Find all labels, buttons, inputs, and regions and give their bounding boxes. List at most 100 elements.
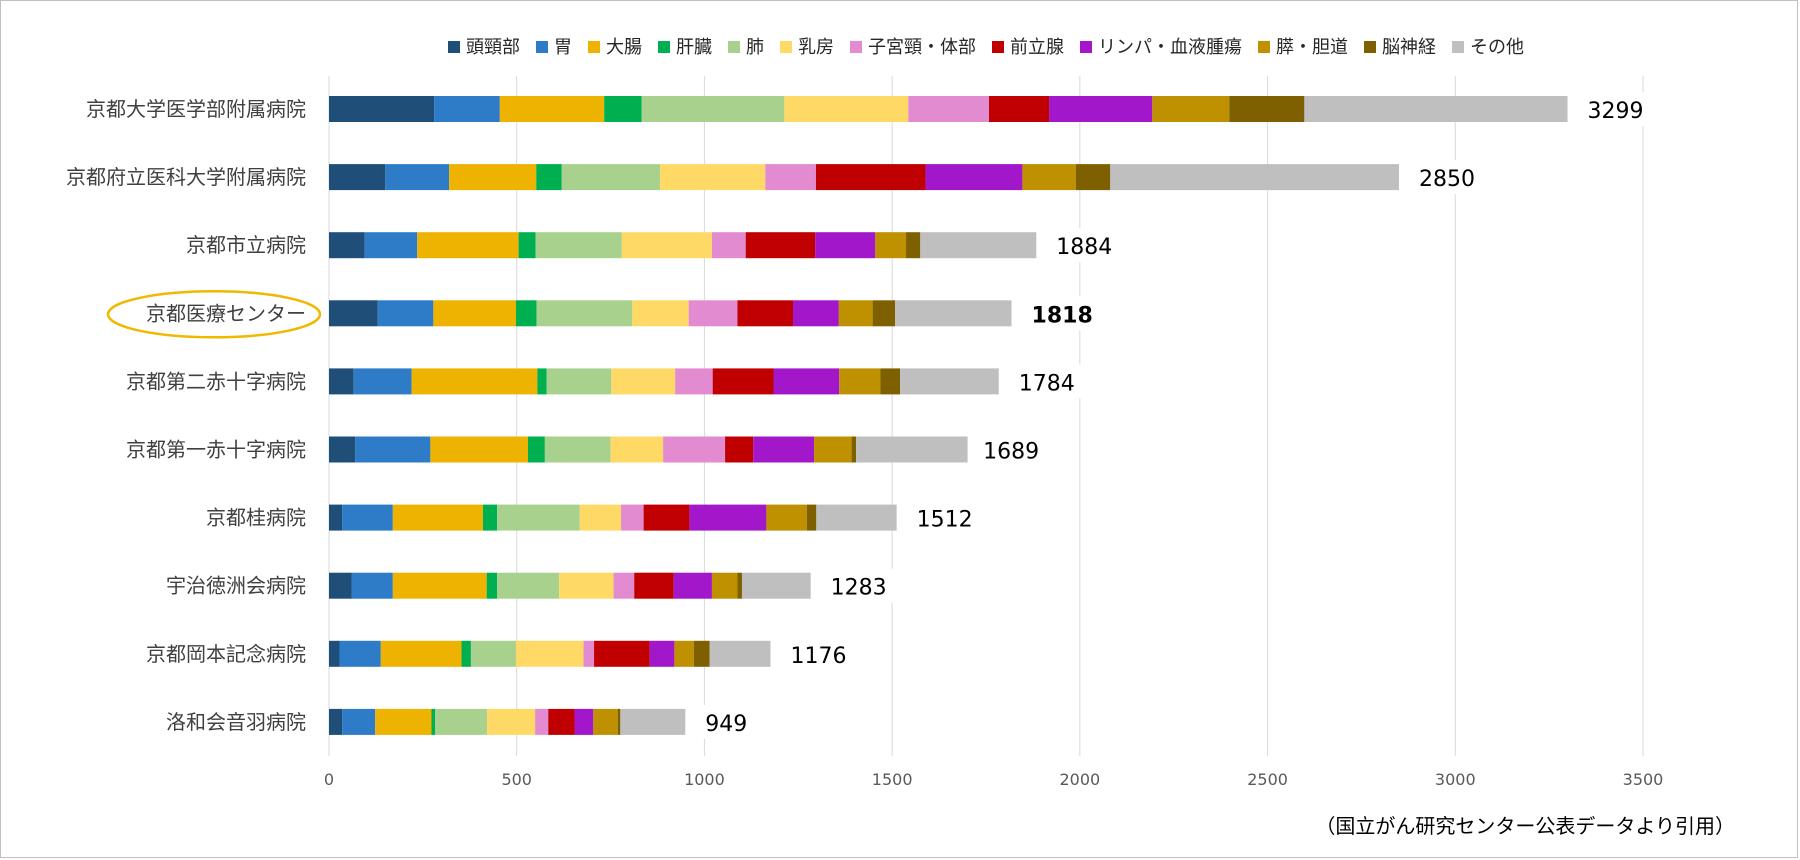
bar-segment [784,96,909,122]
total-label-bg [1583,92,1664,126]
highlight-ellipse [106,290,322,339]
bar-segment [527,436,545,463]
bar-segment [620,708,686,735]
bar-segment [856,436,968,463]
bar-segment [579,504,622,531]
bar-segment [392,572,487,599]
legend-label: 胃 [554,37,572,58]
category-label: 京都市立病院 [186,233,306,257]
bar-segment [611,368,676,395]
bar-segment [610,436,664,463]
total-label-bg [912,500,993,535]
legend-swatch [1364,41,1376,53]
bar-segment [641,96,785,122]
bar-segment [482,504,498,531]
legend-label: リンパ・血液腫瘍 [1098,37,1242,58]
legend-label: 肝臓 [676,37,712,58]
x-tick-label: 1500 [872,770,913,789]
category-label: 宇治徳洲会病院 [166,574,306,598]
bars-layer [329,96,1568,735]
bar-segment [536,300,633,327]
legend-label: 頭頸部 [466,37,520,58]
bar-segment [329,504,343,531]
bar-segment [675,368,713,395]
legend-label: 乳房 [798,37,834,58]
bar-segment [875,232,907,259]
bar-segment [535,708,549,735]
bar-segment [487,708,536,735]
total-label: 1784 [1019,371,1075,396]
bar-segment [385,164,450,191]
bar-segment [643,504,690,531]
legend-swatch [588,41,600,53]
bar-segment [906,232,921,259]
bar-segment [329,300,378,327]
x-tick-label: 2000 [1059,770,1100,789]
bar-segment [895,300,1012,327]
total-label-bg [1027,296,1108,331]
x-tick-label: 2500 [1247,770,1288,789]
total-label-bg [1014,364,1095,399]
bar-segment [515,300,537,327]
category-label: 京都第二赤十字病院 [126,369,306,393]
category-label: 京都岡本記念病院 [146,642,306,666]
legend-swatch [536,41,548,53]
legend-swatch [728,41,740,53]
legend-swatch [658,41,670,53]
bar-segment [411,368,538,395]
bar-segment [329,572,352,599]
legend-swatch [1258,41,1270,53]
bar-segment [689,504,767,531]
total-label: 949 [705,712,747,737]
bar-segment [470,640,516,667]
bar-segment [737,572,742,599]
bar-segment [434,96,500,122]
bar-segment [497,504,580,531]
bar-segment [621,232,712,259]
total-label: 1689 [983,440,1039,465]
total-label: 1512 [917,508,973,533]
bar-segment [765,164,816,191]
bar-segment [816,504,897,531]
x-tick-label: 1000 [684,770,725,789]
bar-segment [497,572,560,599]
legend-swatch [780,41,792,53]
total-label: 1283 [831,576,887,601]
category-label: 洛和会音羽病院 [166,710,306,734]
bar-segment [329,708,343,735]
bar-segment [461,640,471,667]
bar-segment [711,572,738,599]
legend-label: 前立腺 [1010,37,1064,58]
bar-segment [815,232,876,259]
bar-segment [518,232,536,259]
bar-segment [632,300,689,327]
bar-segment [838,300,873,327]
bar-segment [449,164,537,191]
bar-segment [486,572,498,599]
legend: 頭頸部 胃 大腸 肝臓 肺 乳房 子宮頸・体部 前立腺 リンパ・血液腫瘍 膵・胆道 脳神経 その他 [448,37,1524,58]
total-label-bg [1052,228,1133,263]
legend-label: 膵・胆道 [1276,37,1348,58]
bar-segment [342,504,393,531]
category-label: 京都医療センター [146,301,306,325]
total-label-bg [786,636,867,671]
bar-segment [417,232,519,259]
bar-segment [753,436,815,463]
x-tick-label: 500 [501,770,532,789]
bar-segment [559,572,614,599]
bar-segment [660,164,766,191]
legend-label: 脳神経 [1382,37,1436,58]
bar-segment [561,164,661,191]
x-tick-label: 3500 [1623,770,1664,789]
legend-label: 大腸 [606,37,642,58]
source-note: （国立がん研究センター公表データより引用） [1315,814,1735,838]
bar-segment [621,504,644,531]
bar-segment [741,572,811,599]
bar-segment [793,300,839,327]
bar-segment [617,708,621,735]
category-label: 京都桂病院 [206,506,306,530]
bar-segment [544,436,611,463]
bar-segment [380,640,462,667]
bar-segment [583,640,595,667]
bar-segment [375,708,432,735]
